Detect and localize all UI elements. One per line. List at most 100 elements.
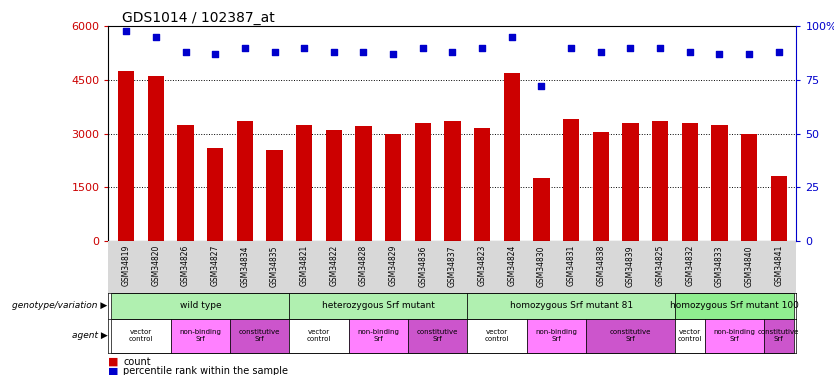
Text: GSM34822: GSM34822: [329, 245, 339, 286]
Text: vector
control: vector control: [307, 329, 331, 342]
Bar: [112, 319, 171, 352]
Bar: [563, 119, 580, 241]
Bar: [355, 126, 372, 241]
Bar: [586, 319, 675, 352]
Point: [149, 34, 163, 40]
Point: [653, 45, 666, 51]
Text: vector
control: vector control: [485, 329, 509, 342]
Bar: [325, 130, 342, 241]
Text: homozygous Srf mutant 100: homozygous Srf mutant 100: [670, 302, 799, 310]
Text: vector
control: vector control: [677, 329, 702, 342]
Text: GSM34819: GSM34819: [122, 245, 131, 286]
Text: GSM34826: GSM34826: [181, 245, 190, 286]
Bar: [474, 128, 490, 241]
Bar: [467, 319, 526, 352]
Point: [416, 45, 430, 51]
Point: [772, 49, 786, 55]
Bar: [349, 319, 408, 352]
Bar: [652, 121, 668, 241]
Text: GSM34835: GSM34835: [270, 245, 279, 286]
Text: GSM34836: GSM34836: [419, 245, 427, 286]
Bar: [467, 293, 675, 319]
Point: [357, 49, 370, 55]
Point: [239, 45, 252, 51]
Text: count: count: [123, 357, 151, 367]
Text: constitutive
Srf: constitutive Srf: [417, 329, 459, 342]
Point: [475, 45, 489, 51]
Bar: [593, 132, 609, 241]
Text: GSM34838: GSM34838: [596, 245, 605, 286]
Bar: [171, 319, 230, 352]
Bar: [207, 148, 224, 241]
Point: [268, 49, 281, 55]
Text: constitutive
Srf: constitutive Srf: [239, 329, 280, 342]
Text: percentile rank within the sample: percentile rank within the sample: [123, 366, 289, 375]
Point: [594, 49, 607, 55]
Bar: [675, 293, 793, 319]
Text: GSM34820: GSM34820: [152, 245, 160, 286]
Bar: [296, 124, 312, 241]
Text: GSM34834: GSM34834: [240, 245, 249, 286]
Text: non-binding
Srf: non-binding Srf: [535, 329, 577, 342]
Point: [742, 51, 756, 57]
Text: ■: ■: [108, 357, 119, 367]
Point: [327, 49, 340, 55]
Point: [713, 51, 726, 57]
Point: [178, 49, 192, 55]
Text: non-binding
Srf: non-binding Srf: [713, 329, 755, 342]
Bar: [705, 319, 764, 352]
Text: homozygous Srf mutant 81: homozygous Srf mutant 81: [510, 302, 633, 310]
Text: GSM34827: GSM34827: [211, 245, 219, 286]
Bar: [445, 121, 460, 241]
Bar: [237, 121, 253, 241]
Text: non-binding
Srf: non-binding Srf: [179, 329, 221, 342]
Text: heterozygous Srf mutant: heterozygous Srf mutant: [322, 302, 435, 310]
Bar: [289, 319, 349, 352]
Point: [565, 45, 578, 51]
Bar: [118, 71, 134, 241]
Text: ■: ■: [108, 366, 119, 375]
Point: [683, 49, 696, 55]
Point: [298, 45, 311, 51]
Text: constitutive
Srf: constitutive Srf: [758, 329, 799, 342]
Text: GSM34837: GSM34837: [448, 245, 457, 286]
Bar: [533, 178, 550, 241]
Text: GSM34832: GSM34832: [686, 245, 694, 286]
Bar: [764, 319, 793, 352]
Text: GSM34831: GSM34831: [566, 245, 575, 286]
Text: GSM34823: GSM34823: [478, 245, 486, 286]
Bar: [414, 123, 431, 241]
Point: [624, 45, 637, 51]
Text: GSM34841: GSM34841: [774, 245, 783, 286]
Text: non-binding
Srf: non-binding Srf: [357, 329, 399, 342]
Text: genotype/variation ▶: genotype/variation ▶: [13, 302, 108, 310]
Bar: [504, 73, 520, 241]
Text: GSM34821: GSM34821: [299, 245, 309, 286]
Bar: [178, 124, 193, 241]
Bar: [385, 134, 401, 241]
Text: GSM34839: GSM34839: [626, 245, 635, 286]
Text: GSM34833: GSM34833: [715, 245, 724, 286]
Bar: [622, 123, 639, 241]
Bar: [681, 123, 698, 241]
Bar: [230, 319, 289, 352]
Text: constitutive
Srf: constitutive Srf: [610, 329, 651, 342]
Text: GSM34829: GSM34829: [389, 245, 398, 286]
Bar: [289, 293, 467, 319]
Bar: [675, 319, 705, 352]
Point: [445, 49, 459, 55]
Bar: [148, 76, 164, 241]
Bar: [711, 124, 727, 241]
Point: [505, 34, 519, 40]
Point: [386, 51, 399, 57]
Point: [119, 27, 133, 33]
Bar: [771, 177, 786, 241]
Text: GSM34840: GSM34840: [745, 245, 753, 286]
Text: GSM34828: GSM34828: [359, 245, 368, 286]
Point: [208, 51, 222, 57]
Text: agent ▶: agent ▶: [72, 331, 108, 340]
Text: GSM34830: GSM34830: [537, 245, 546, 286]
Text: GDS1014 / 102387_at: GDS1014 / 102387_at: [122, 11, 275, 25]
Bar: [408, 319, 467, 352]
Bar: [112, 293, 289, 319]
